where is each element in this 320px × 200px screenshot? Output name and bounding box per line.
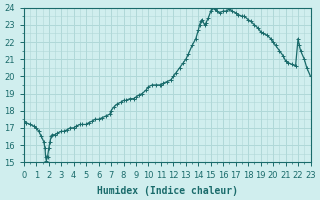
X-axis label: Humidex (Indice chaleur): Humidex (Indice chaleur) <box>97 186 238 196</box>
